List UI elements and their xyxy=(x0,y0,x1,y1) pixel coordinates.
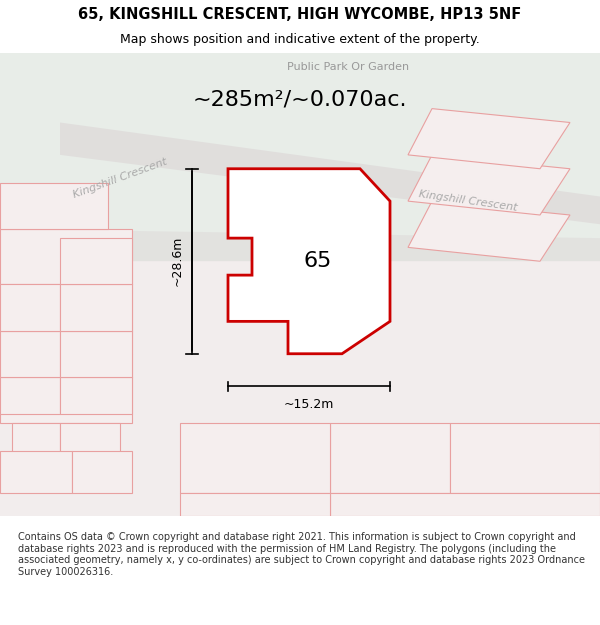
Polygon shape xyxy=(450,423,600,493)
Polygon shape xyxy=(60,423,120,469)
Text: ~285m²/~0.070ac.: ~285m²/~0.070ac. xyxy=(193,89,407,109)
Polygon shape xyxy=(330,423,450,493)
Polygon shape xyxy=(0,261,600,516)
Text: ~15.2m: ~15.2m xyxy=(284,398,334,411)
Text: 65: 65 xyxy=(304,251,332,271)
Polygon shape xyxy=(12,423,60,469)
Polygon shape xyxy=(228,169,390,354)
Polygon shape xyxy=(0,182,108,229)
Text: Kingshill Crescent: Kingshill Crescent xyxy=(418,189,518,213)
Polygon shape xyxy=(0,53,600,261)
Polygon shape xyxy=(0,284,132,354)
Polygon shape xyxy=(0,229,600,261)
Polygon shape xyxy=(0,377,60,414)
Polygon shape xyxy=(60,331,132,377)
Polygon shape xyxy=(408,109,570,169)
Text: Map shows position and indicative extent of the property.: Map shows position and indicative extent… xyxy=(120,33,480,46)
Polygon shape xyxy=(0,284,60,331)
Polygon shape xyxy=(60,238,132,284)
Text: Public Park Or Garden: Public Park Or Garden xyxy=(287,62,409,72)
Polygon shape xyxy=(0,354,132,423)
Polygon shape xyxy=(0,229,132,284)
Text: Kingshill Crescent: Kingshill Crescent xyxy=(71,156,169,200)
Text: ~28.6m: ~28.6m xyxy=(170,236,184,286)
Text: Contains OS data © Crown copyright and database right 2021. This information is : Contains OS data © Crown copyright and d… xyxy=(18,532,585,577)
Polygon shape xyxy=(60,122,600,224)
Polygon shape xyxy=(0,451,72,493)
Polygon shape xyxy=(60,284,132,331)
Polygon shape xyxy=(60,377,132,414)
Polygon shape xyxy=(408,155,570,215)
Polygon shape xyxy=(72,451,132,493)
Polygon shape xyxy=(180,492,330,516)
Polygon shape xyxy=(408,201,570,261)
Polygon shape xyxy=(0,331,60,377)
Polygon shape xyxy=(180,423,330,493)
Polygon shape xyxy=(330,492,600,516)
Text: 65, KINGSHILL CRESCENT, HIGH WYCOMBE, HP13 5NF: 65, KINGSHILL CRESCENT, HIGH WYCOMBE, HP… xyxy=(79,8,521,22)
